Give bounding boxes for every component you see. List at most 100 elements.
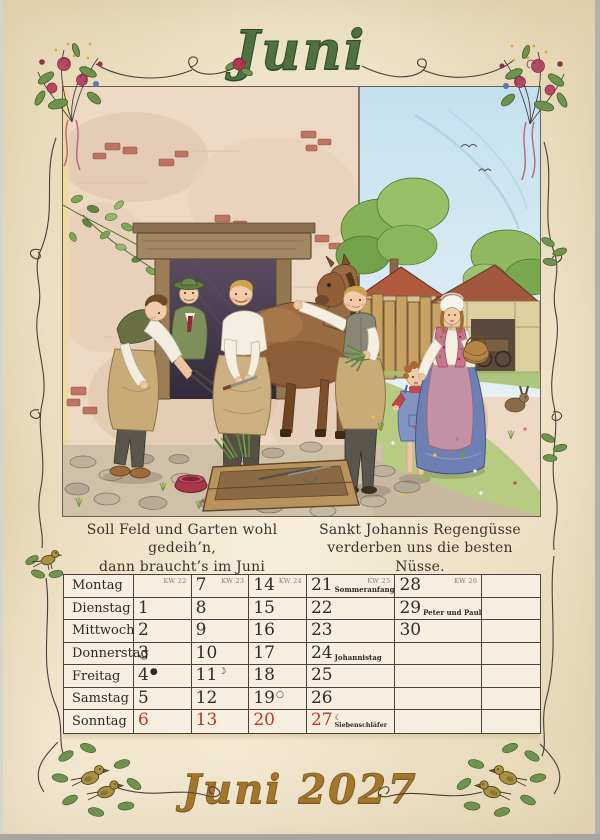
calendar-cell: 16 [249, 620, 307, 643]
month-illustration [62, 86, 541, 517]
date-number: 7 [195, 575, 207, 595]
calendar-cell: 2 [134, 620, 192, 643]
calendar-cell: 8 [191, 597, 250, 621]
date-number: 25 [310, 665, 333, 686]
calendar-cell: 17 [249, 642, 307, 666]
calendar-cell: 24 Johannistag [306, 642, 396, 666]
right-vine-leaves-ornament [541, 237, 568, 462]
proverb-right: Sankt Johannis Regengüsse verderben uns … [301, 521, 539, 595]
holiday-note: Siebenschläfer [334, 721, 388, 729]
week-number-label: KW 25 [367, 577, 391, 585]
holiday-note: Johannistag [334, 652, 382, 662]
woman [414, 292, 490, 475]
calendar-cell [482, 598, 540, 621]
footer-title-text: Juni 2027 [182, 766, 418, 814]
date-number: 4 [138, 665, 149, 686]
calendar-cell: KW 22 [134, 575, 192, 598]
proverb-left-line1: Soll Feld und Garten wohl gedeih’n, [86, 522, 278, 557]
right-vine-ornament [543, 141, 558, 551]
page-edge-bottom [0, 834, 600, 840]
date-number: 5 [138, 687, 149, 708]
date-number: 29 [399, 597, 422, 618]
date-annotation-stack: ☾ Siebenschläfer [335, 714, 387, 729]
date-number: 22 [310, 597, 333, 618]
date-number: 6 [138, 710, 149, 731]
calendar-cell [395, 687, 483, 711]
week-number-label: KW 22 [163, 577, 187, 585]
week-number-label: KW 24 [278, 577, 302, 585]
page-title: Juni [0, 18, 600, 83]
date-number: 21 [310, 575, 333, 595]
calendar-cell: 19○ [249, 687, 307, 711]
week-number-label: KW 26 [454, 577, 478, 585]
date-number: 24 [310, 642, 333, 663]
date-number: 13 [195, 710, 218, 731]
date-number: 26 [310, 687, 333, 708]
page-edge-right [595, 0, 600, 840]
calendar-cell [482, 620, 540, 643]
table-shadow [63, 732, 539, 741]
moon-phase-last-quarter-icon: ☾ [334, 713, 342, 723]
date-number: 17 [253, 642, 275, 663]
proverb-right-line2: verderben uns die besten Nüsse. [327, 540, 513, 575]
date-number: 1 [138, 597, 149, 618]
date-number: 10 [195, 642, 218, 663]
calendar-table: Montag KW 22 KW 23 7 KW 24 14 KW 25 21 Sommeranf… [63, 574, 541, 734]
moon-phase-new-icon: ● [149, 667, 158, 678]
calendar-cell: 9 [191, 620, 250, 643]
day-label-montag: Montag [64, 575, 134, 598]
calendar-cell [482, 710, 540, 733]
date-number: 27 [310, 710, 333, 731]
date-number: 15 [253, 597, 275, 618]
calendar-cell [482, 575, 540, 598]
day-label-mittwoch: Mittwoch [64, 620, 135, 643]
date-number: 16 [253, 620, 275, 641]
flying-birds [460, 144, 492, 172]
calendar-cell [395, 710, 483, 733]
date-number: 12 [195, 687, 218, 708]
calendar-cell: 30 [395, 620, 483, 643]
date-number: 23 [310, 620, 333, 641]
day-label-donnerstag: Donnerstag [64, 642, 149, 666]
calendar-cell: KW 25 21 Sommeranfang [306, 575, 396, 598]
calendar-cell: 20 [249, 710, 307, 733]
calendar-cell: 6 [134, 710, 192, 733]
calendar-cell: KW 23 7 [191, 575, 250, 598]
footer-title: Juni 2027 [0, 766, 600, 814]
calendar-cell [482, 688, 540, 711]
day-label-dienstag: Dienstag [64, 597, 134, 621]
date-number: 18 [253, 665, 275, 686]
page-edge-left [0, 0, 3, 840]
calendar-cell [395, 665, 483, 688]
calendar-cell: 12 [191, 687, 250, 711]
farrier-left [107, 294, 217, 479]
holiday-note: Peter und Paul [423, 607, 482, 617]
date-number: 11 [195, 665, 218, 686]
left-vine-bird-ornament [25, 550, 64, 579]
week-number-label: KW 23 [221, 577, 245, 585]
calendar-cell: 15 [249, 597, 307, 621]
date-number: 3 [138, 642, 149, 663]
calendar-cell: 11☽ [191, 665, 250, 688]
calendar-cell: 23 [306, 620, 396, 643]
calendar-cell: 29 Peter und Paul [395, 597, 483, 621]
date-number: 8 [195, 597, 207, 618]
moon-phase-first-quarter-icon: ☽ [218, 667, 227, 678]
hoof-rasp [228, 375, 258, 389]
month-title-text: Juni [233, 18, 367, 83]
holiday-note: Sommeranfang [334, 585, 395, 594]
farrier-tongs [190, 369, 217, 394]
calendar-cell: 1 [134, 597, 192, 621]
calendar-cell: 25 [306, 665, 396, 688]
calendar-cell: 4● [134, 665, 192, 688]
date-number: 14 [253, 575, 275, 595]
proverb-right-line1: Sankt Johannis Regengüsse [319, 522, 521, 538]
calendar-cell [395, 642, 483, 666]
hare [504, 385, 529, 413]
calendar-cell [482, 643, 540, 666]
man-with-hat [171, 277, 208, 360]
day-label-freitag: Freitag [64, 665, 134, 688]
calendar-cell: 5 [134, 687, 192, 711]
calendar-cell: 10 [191, 642, 250, 666]
